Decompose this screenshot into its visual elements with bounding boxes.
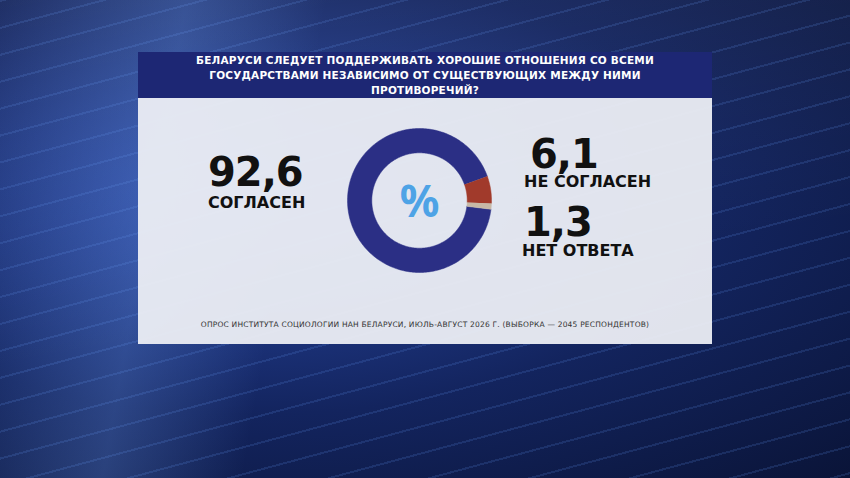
html-text:БЕЛАРУСИ СЛЕДУЕТ ПОДДЕРЖИВАТЬ: БЕЛАРУСИ СЛЕДУЕТ ПОДДЕРЖИВАТЬ ХОРОШИЕ ОТ… [196, 53, 654, 96]
html-text:6,1: 6,1 [530, 131, 598, 177]
html-text:НЕТ ОТВЕТА: НЕТ ОТВЕТА [522, 241, 634, 260]
html-text:1,3: 1,3 [524, 199, 592, 245]
svg-text:%: % [400, 170, 440, 230]
html-text:СОГЛАСЕН: СОГЛАСЕН [208, 193, 306, 212]
html-text:ОПРОС ИНСТИТУТА СОЦИОЛОГИИ НАН: ОПРОС ИНСТИТУТА СОЦИОЛОГИИ НАН БЕЛАРУСИ,… [200, 320, 650, 329]
html-text:НЕ СОГЛАСЕН: НЕ СОГЛАСЕН [524, 172, 652, 191]
html-text:92,6: 92,6 [208, 149, 303, 195]
